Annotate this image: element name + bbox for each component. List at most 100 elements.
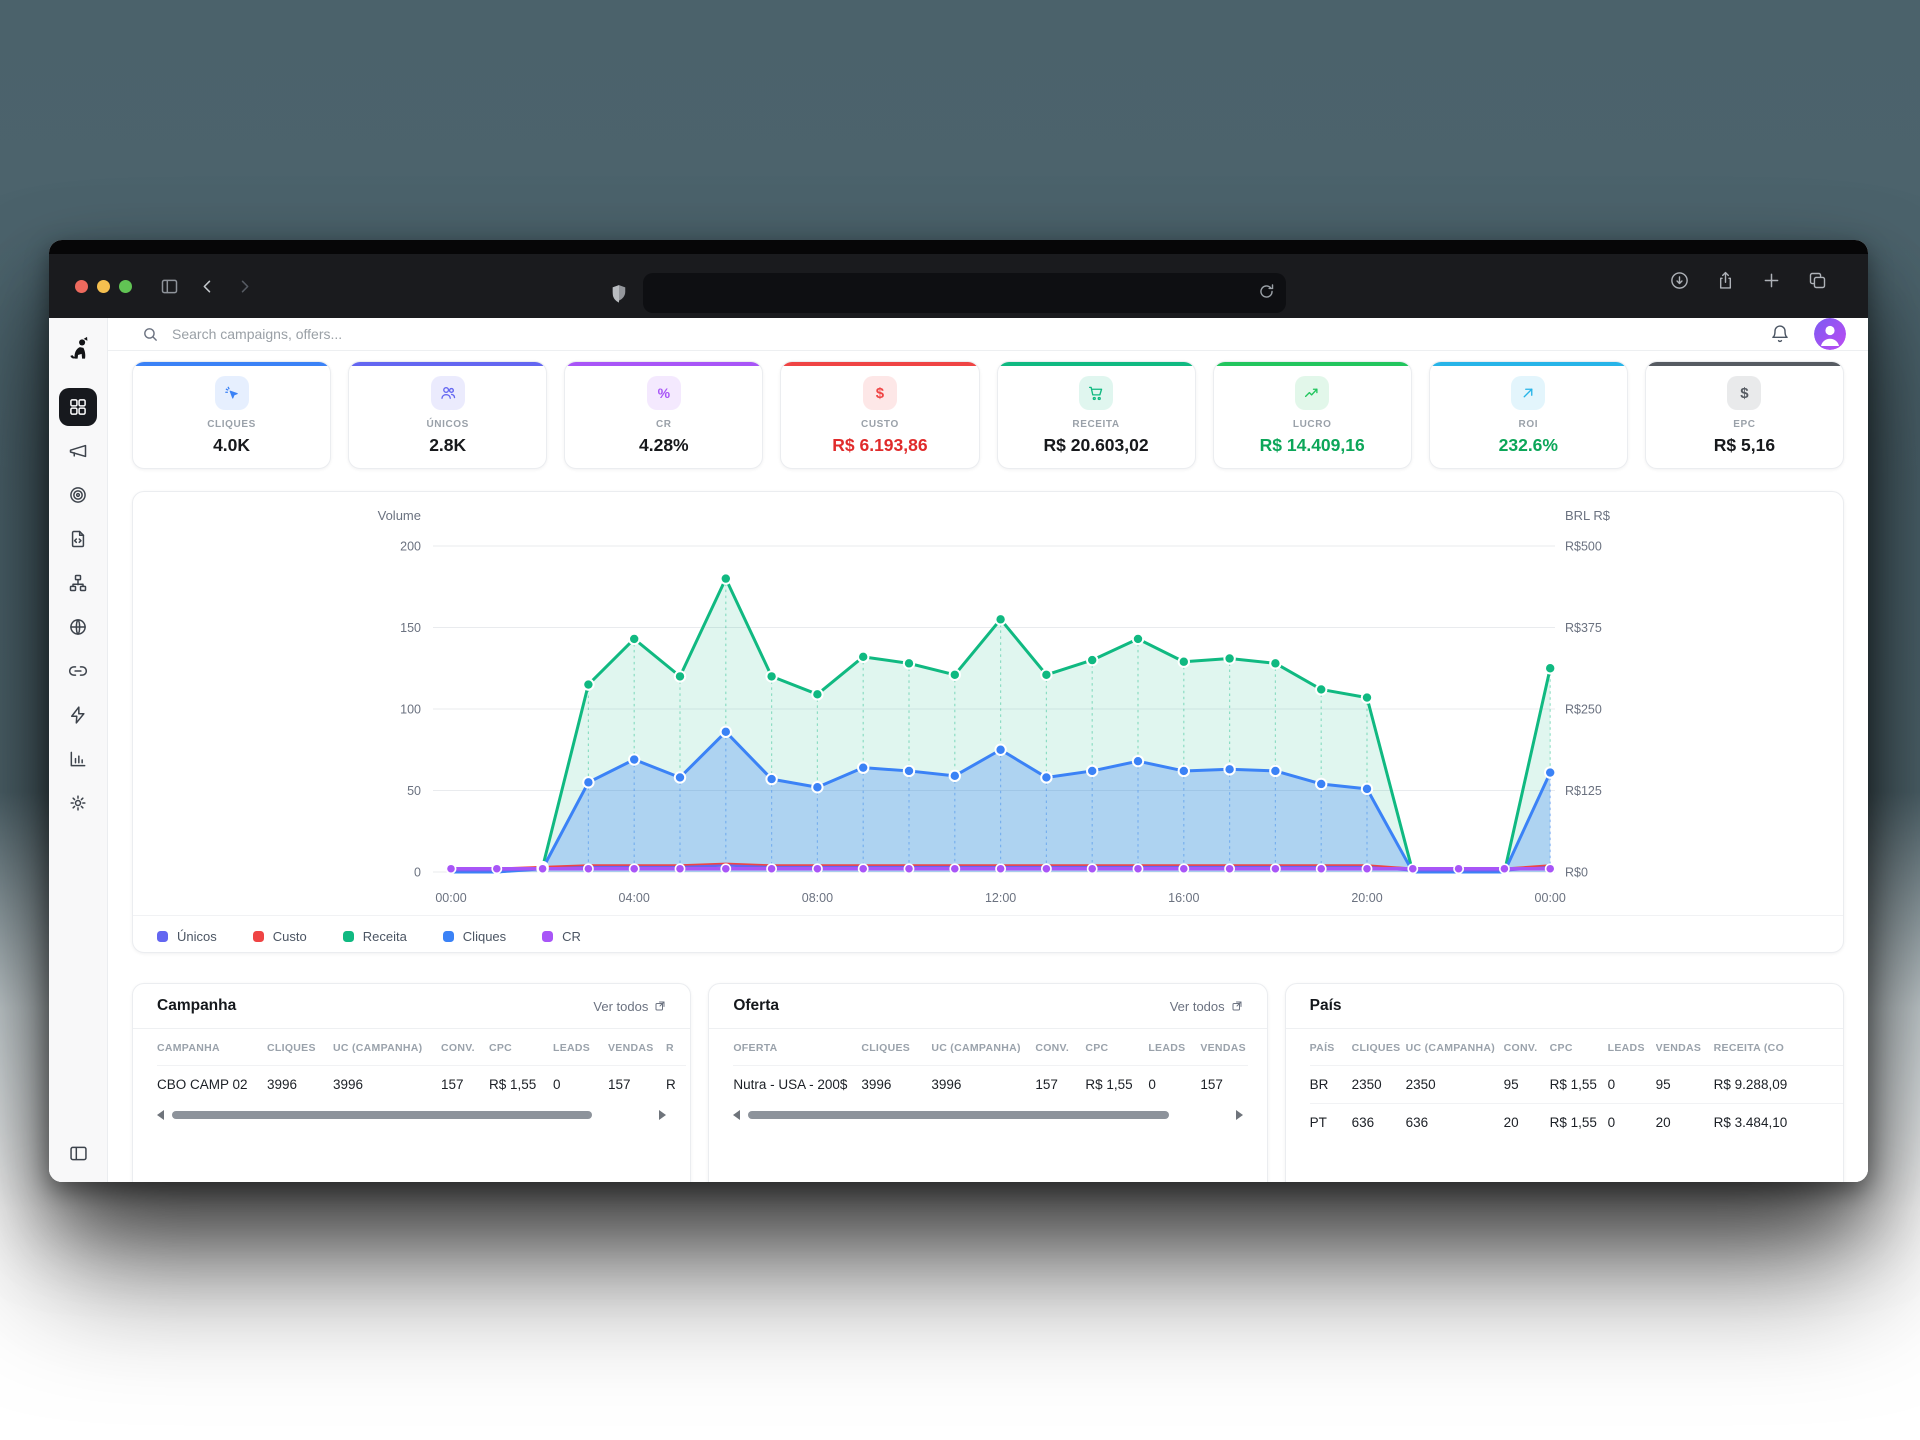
scrollbar-thumb[interactable] bbox=[172, 1111, 593, 1119]
shield-icon[interactable] bbox=[609, 282, 629, 304]
svg-text:00:00: 00:00 bbox=[435, 891, 466, 905]
table-cell: R$ 1,55 bbox=[1085, 1065, 1149, 1103]
zap-icon bbox=[68, 705, 88, 725]
kpi-value: R$ 20.603,02 bbox=[1043, 435, 1149, 455]
legend-swatch bbox=[157, 931, 168, 942]
legend-item-únicos[interactable]: Únicos bbox=[157, 929, 217, 944]
table-cell: R$ 1,55 bbox=[1549, 1103, 1608, 1141]
back-icon[interactable] bbox=[198, 277, 217, 296]
column-header: CLIQUES bbox=[861, 1042, 911, 1054]
scrollbar-thumb[interactable] bbox=[748, 1111, 1169, 1119]
legend-item-custo[interactable]: Custo bbox=[252, 929, 307, 944]
svg-text:0: 0 bbox=[414, 866, 421, 880]
column-header: CAMPANHA bbox=[157, 1042, 220, 1054]
scroll-right-icon[interactable] bbox=[1235, 1110, 1243, 1120]
kpi-value: R$ 14.409,16 bbox=[1259, 435, 1365, 455]
legend-item-receita[interactable]: Receita bbox=[342, 929, 407, 944]
sidebar-item-flows[interactable] bbox=[59, 564, 97, 602]
svg-text:200: 200 bbox=[400, 540, 421, 554]
legend-item-cr[interactable]: CR bbox=[542, 929, 581, 944]
reload-icon[interactable] bbox=[1257, 282, 1276, 301]
column-header: UC (CAMPANHA) bbox=[333, 1042, 423, 1054]
table-cell: 20 bbox=[1655, 1103, 1714, 1141]
bell-icon[interactable] bbox=[1770, 324, 1790, 344]
sidebar-item-landers[interactable] bbox=[59, 520, 97, 558]
kpi-value: 2.8K bbox=[429, 435, 467, 455]
data-table: PAÍS CLIQUES UC (CAMPANHA) CONV. CPC LEADS VEN… bbox=[1309, 1029, 1843, 1141]
percent-icon: % bbox=[646, 376, 681, 410]
table-row[interactable]: BR 2350 2350 95 R$ 1,55 0 95 R$ 9.288,09 bbox=[1309, 1065, 1843, 1104]
horizontal-scrollbar[interactable] bbox=[157, 1107, 667, 1123]
search-box[interactable] bbox=[142, 326, 1756, 343]
legend-item-cliques[interactable]: Cliques bbox=[442, 929, 506, 944]
minimize-button[interactable] bbox=[97, 279, 110, 293]
globe-icon bbox=[68, 617, 88, 637]
kpi-label: RECEITA bbox=[1072, 419, 1120, 430]
table-cell: 157 bbox=[441, 1065, 489, 1103]
column-header: LEADS bbox=[553, 1042, 591, 1054]
table-cell: 95 bbox=[1503, 1065, 1550, 1104]
avatar[interactable] bbox=[1814, 318, 1846, 350]
svg-text:00:00: 00:00 bbox=[1535, 891, 1566, 905]
kpi-value: R$ 5,16 bbox=[1713, 435, 1776, 455]
download-icon[interactable] bbox=[1669, 270, 1690, 291]
horizontal-scrollbar[interactable] bbox=[733, 1107, 1243, 1123]
legend-swatch bbox=[442, 931, 454, 942]
ver-todos-link[interactable]: Ver todos bbox=[593, 999, 666, 1014]
table-cell: 157 bbox=[1200, 1065, 1249, 1103]
sidebar-item-domains[interactable] bbox=[59, 608, 97, 646]
share-icon[interactable] bbox=[1715, 270, 1736, 291]
sidebar-item-reports[interactable] bbox=[59, 740, 97, 778]
new-tab-icon[interactable] bbox=[1761, 270, 1782, 291]
zoom-button[interactable] bbox=[119, 279, 132, 293]
browser-window: CLIQUES 4.0K ÚNICOS 2.8K% CR 4.28% $ CUSTO R$ 6.… bbox=[49, 240, 1868, 1182]
table-cell: 0 bbox=[1148, 1065, 1201, 1103]
address-bar[interactable] bbox=[643, 273, 1286, 313]
search-icon bbox=[142, 326, 159, 343]
sidebar-item-settings[interactable] bbox=[59, 784, 97, 822]
forward-icon[interactable] bbox=[235, 277, 254, 296]
kpi-value: 4.28% bbox=[639, 435, 689, 455]
table-row[interactable]: CBO CAMP 02 3996 3996 157 R$ 1,55 0 157 R bbox=[157, 1065, 686, 1103]
column-header: OFERTA bbox=[733, 1042, 778, 1054]
kpi-label: ROI bbox=[1518, 419, 1539, 430]
column-header: VENDAS bbox=[608, 1042, 654, 1054]
close-button[interactable] bbox=[75, 279, 88, 293]
svg-text:R$250: R$250 bbox=[1565, 703, 1602, 717]
column-header: CLIQUES bbox=[1351, 1042, 1401, 1054]
link-icon bbox=[68, 661, 88, 681]
scroll-right-icon[interactable] bbox=[659, 1110, 667, 1120]
column-header: CPC bbox=[489, 1042, 513, 1054]
table-row[interactable]: PT 636 636 20 R$ 1,55 0 20 R$ 3.484,10 bbox=[1309, 1103, 1843, 1141]
file-code-icon bbox=[68, 529, 88, 549]
gear-icon bbox=[68, 793, 88, 813]
panel-left-icon[interactable] bbox=[68, 1143, 89, 1164]
table-cell: R$ 3.484,10 bbox=[1713, 1103, 1843, 1141]
column-header: LEADS bbox=[1148, 1042, 1186, 1054]
sidebar-item-integrations[interactable] bbox=[59, 696, 97, 734]
table-row[interactable]: Nutra - USA - 200$ 3996 3996 157 R$ 1,55 0 157 bbox=[733, 1065, 1249, 1103]
ver-todos-link[interactable]: Ver todos bbox=[1170, 999, 1243, 1014]
target-icon bbox=[68, 485, 88, 505]
table-cell: 0 bbox=[1607, 1103, 1656, 1141]
column-header: RECEITA (CO bbox=[1713, 1042, 1785, 1054]
dog-logo[interactable] bbox=[49, 318, 107, 378]
external-link-icon bbox=[654, 1000, 666, 1012]
sidebar-item-links[interactable] bbox=[59, 652, 97, 690]
sidebar-item-campaigns[interactable] bbox=[59, 432, 97, 470]
traffic-chart-card: 200 R$500 150 R$375 100 R$250 50 R$125 0 R$0 Volum… bbox=[132, 491, 1844, 953]
scroll-left-icon[interactable] bbox=[157, 1110, 164, 1120]
scroll-left-icon[interactable] bbox=[733, 1110, 741, 1120]
sidebar-toggle-icon[interactable] bbox=[159, 276, 180, 297]
table-cell: 0 bbox=[1607, 1065, 1656, 1104]
cart-icon bbox=[1079, 376, 1114, 410]
sidebar-item-dashboard[interactable] bbox=[59, 388, 97, 426]
table-cell: 636 bbox=[1351, 1103, 1406, 1141]
table-cell: BR bbox=[1309, 1065, 1352, 1104]
arrow-up-right-icon bbox=[1511, 376, 1546, 410]
search-input[interactable] bbox=[172, 326, 592, 342]
sidebar-item-offers[interactable] bbox=[59, 476, 97, 514]
tabs-icon[interactable] bbox=[1807, 270, 1828, 291]
click-icon bbox=[214, 376, 249, 410]
svg-text:08:00: 08:00 bbox=[802, 891, 833, 905]
